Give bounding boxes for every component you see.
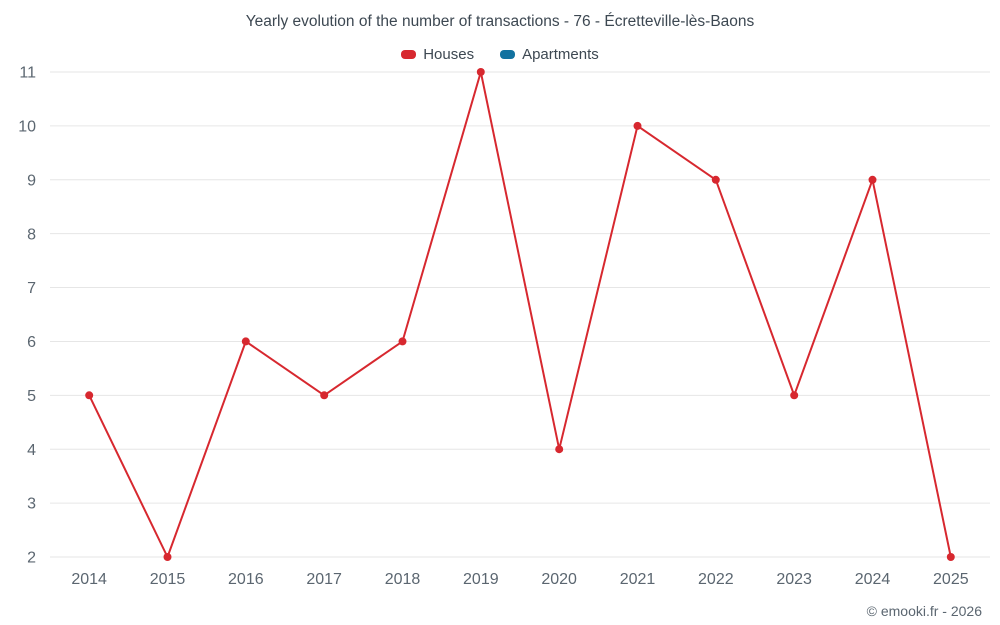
x-axis-tick-label: 2023 bbox=[776, 571, 812, 588]
x-axis-tick-label: 2021 bbox=[620, 571, 656, 588]
data-point-houses bbox=[555, 445, 564, 454]
y-axis-tick-label: 7 bbox=[27, 280, 36, 297]
x-axis-tick-label: 2015 bbox=[150, 571, 186, 588]
copyright-footer: © emooki.fr - 2026 bbox=[866, 603, 982, 619]
y-axis-tick-label: 2 bbox=[27, 550, 36, 567]
x-axis-tick-label: 2014 bbox=[71, 571, 107, 588]
x-axis-tick-label: 2018 bbox=[385, 571, 421, 588]
y-axis-tick-label: 10 bbox=[18, 118, 36, 135]
data-point-houses bbox=[241, 337, 250, 346]
data-point-houses bbox=[85, 391, 94, 400]
y-axis-tick-label: 4 bbox=[27, 442, 36, 459]
apartments-series-swatch-icon bbox=[500, 50, 516, 59]
data-point-houses bbox=[476, 68, 485, 76]
data-point-houses bbox=[946, 553, 955, 561]
x-axis-tick-label: 2020 bbox=[541, 571, 577, 588]
data-point-houses bbox=[790, 391, 799, 400]
x-axis-tick-label: 2025 bbox=[933, 571, 969, 588]
y-axis-tick-label: 6 bbox=[27, 334, 36, 351]
y-axis-tick-label: 11 bbox=[19, 65, 36, 82]
x-axis-tick-label: 2017 bbox=[306, 571, 342, 588]
chart-title: Yearly evolution of the number of transa… bbox=[245, 13, 755, 30]
x-axis-tick-label: 2016 bbox=[228, 571, 264, 588]
y-axis-tick-label: 5 bbox=[27, 388, 36, 405]
x-axis-tick-label: 2019 bbox=[463, 571, 499, 588]
data-point-houses bbox=[633, 121, 642, 130]
x-axis-tick-label: 2022 bbox=[698, 571, 734, 588]
y-axis-tick-label: 9 bbox=[27, 172, 36, 189]
legend-item-houses[interactable]: Houses bbox=[401, 46, 474, 63]
legend-label-houses: Houses bbox=[423, 46, 475, 63]
data-point-houses bbox=[320, 391, 329, 400]
legend-item-apartments[interactable]: Apartments bbox=[500, 46, 599, 63]
legend-label-apartments: Apartments bbox=[522, 46, 599, 63]
data-point-houses bbox=[398, 337, 407, 346]
data-point-houses bbox=[163, 553, 172, 561]
y-axis-tick-label: 3 bbox=[27, 496, 36, 513]
chart-legend: Houses Apartments bbox=[0, 46, 1000, 63]
data-point-houses bbox=[868, 175, 877, 184]
x-axis-tick-label: 2024 bbox=[855, 571, 891, 588]
houses-series-swatch-icon bbox=[401, 50, 417, 59]
data-point-houses bbox=[711, 175, 720, 184]
y-axis-tick-label: 8 bbox=[27, 226, 36, 243]
series-line-houses bbox=[88, 71, 952, 558]
